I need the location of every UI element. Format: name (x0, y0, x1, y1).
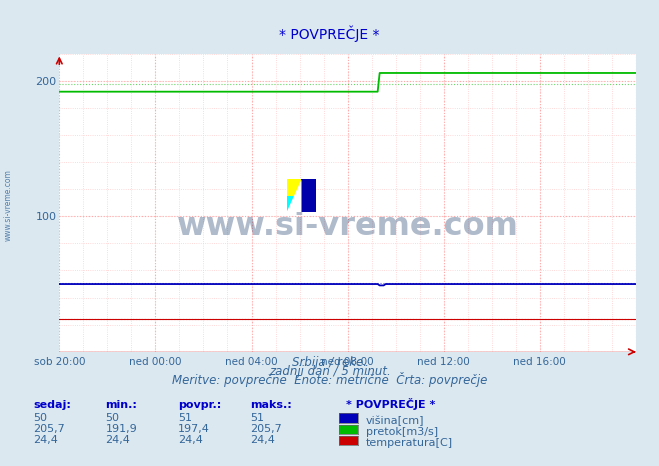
Polygon shape (287, 179, 302, 212)
Text: 24,4: 24,4 (250, 435, 275, 445)
Text: povpr.:: povpr.: (178, 400, 221, 410)
Text: * POVPREČJE *: * POVPREČJE * (279, 26, 380, 42)
Text: Meritve: povprečne  Enote: metrične  Črta: povprečje: Meritve: povprečne Enote: metrične Črta:… (172, 372, 487, 387)
Text: 24,4: 24,4 (105, 435, 130, 445)
Text: 51: 51 (250, 413, 264, 423)
Text: * POVPREČJE *: * POVPREČJE * (346, 398, 436, 410)
Text: 205,7: 205,7 (250, 424, 282, 434)
Text: min.:: min.: (105, 400, 137, 410)
Bar (287, 196, 302, 212)
Text: 197,4: 197,4 (178, 424, 210, 434)
Text: maks.:: maks.: (250, 400, 292, 410)
Text: 191,9: 191,9 (105, 424, 137, 434)
Text: Srbija / reke.: Srbija / reke. (292, 356, 367, 369)
Text: sedaj:: sedaj: (33, 400, 71, 410)
Bar (302, 179, 316, 212)
Text: www.si-vreme.com: www.si-vreme.com (177, 211, 519, 242)
Text: 50: 50 (33, 413, 47, 423)
Text: temperatura[C]: temperatura[C] (366, 438, 453, 448)
Bar (287, 179, 302, 196)
Text: 24,4: 24,4 (178, 435, 203, 445)
Text: 205,7: 205,7 (33, 424, 65, 434)
Text: www.si-vreme.com: www.si-vreme.com (3, 169, 13, 241)
Text: pretok[m3/s]: pretok[m3/s] (366, 427, 438, 437)
Text: 51: 51 (178, 413, 192, 423)
Text: 50: 50 (105, 413, 119, 423)
Text: višina[cm]: višina[cm] (366, 416, 424, 426)
Text: 24,4: 24,4 (33, 435, 58, 445)
Text: zadnji dan / 5 minut.: zadnji dan / 5 minut. (269, 365, 390, 378)
